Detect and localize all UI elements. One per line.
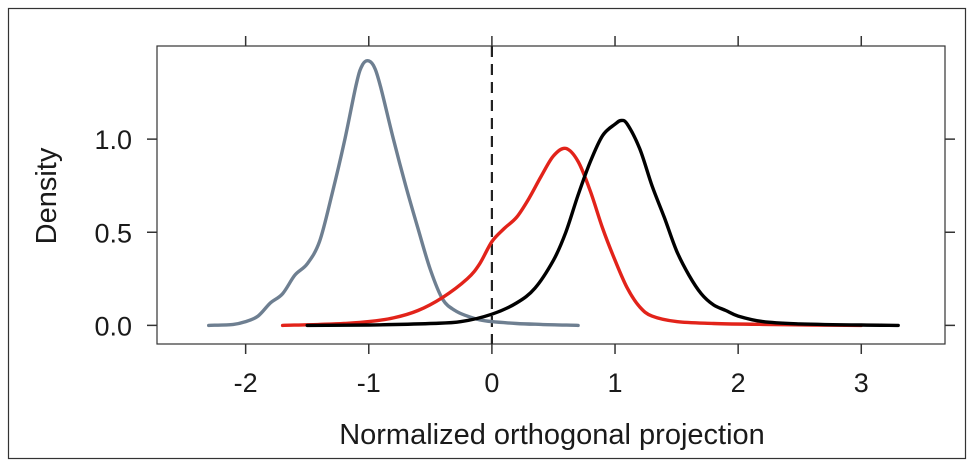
x-tick-label: 3 bbox=[854, 368, 869, 398]
x-tick-label: -2 bbox=[234, 368, 258, 398]
x-tick-label: -1 bbox=[357, 368, 381, 398]
y-axis-title: Density bbox=[31, 147, 63, 244]
x-tick-label: 0 bbox=[484, 368, 499, 398]
density-curve-2 bbox=[280, 146, 863, 328]
axis-ticks bbox=[147, 36, 955, 354]
y-tick-label: 0.0 bbox=[94, 311, 132, 341]
plot-area-border bbox=[156, 45, 946, 345]
y-tick-label: 0.5 bbox=[94, 218, 132, 248]
x-tick-label: 2 bbox=[731, 368, 746, 398]
tick-labels: -2 -1 0 1 2 3 0.0 0.5 1.0 bbox=[94, 125, 868, 398]
x-axis-title: Normalized orthogonal projection bbox=[339, 419, 765, 451]
series-layer bbox=[207, 59, 900, 328]
density-curve-3 bbox=[305, 118, 900, 328]
outer-border bbox=[7, 7, 967, 460]
y-tick-label: 1.0 bbox=[94, 125, 132, 155]
x-tick-label: 1 bbox=[608, 368, 623, 398]
